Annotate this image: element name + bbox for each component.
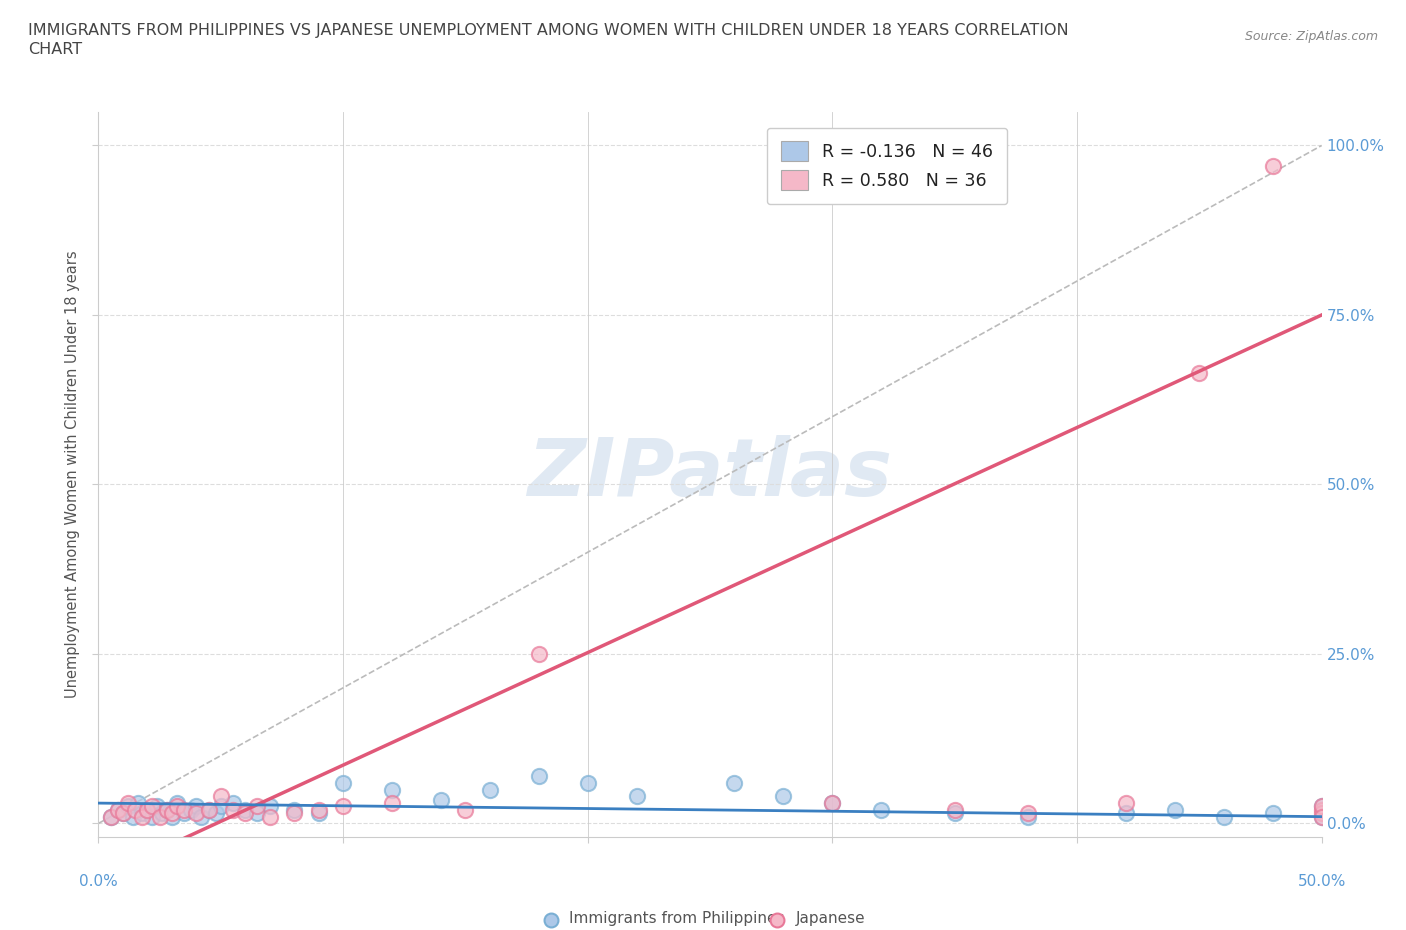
Point — [1310, 809, 1333, 824]
Point — [1310, 805, 1333, 820]
Point — [107, 803, 129, 817]
Point — [1310, 803, 1333, 817]
Point — [100, 809, 122, 824]
Point — [478, 782, 501, 797]
Point — [205, 805, 228, 820]
Point — [100, 809, 122, 824]
Point — [1310, 799, 1333, 814]
Point — [107, 803, 129, 817]
Text: ZIPatlas: ZIPatlas — [527, 435, 893, 513]
Point — [772, 789, 794, 804]
Point — [821, 796, 844, 811]
Point — [1261, 158, 1284, 173]
Point — [141, 809, 163, 824]
Y-axis label: Unemployment Among Women with Children Under 18 years: Unemployment Among Women with Children U… — [65, 250, 80, 698]
Point — [246, 799, 269, 814]
Point — [131, 809, 153, 824]
Point — [332, 776, 354, 790]
Point — [160, 809, 183, 824]
Point — [246, 805, 269, 820]
Point — [136, 803, 159, 817]
Point — [127, 796, 149, 811]
Text: Japanese: Japanese — [796, 910, 865, 925]
Point — [209, 789, 232, 804]
Point — [156, 803, 179, 817]
Point — [111, 805, 134, 820]
Point — [111, 805, 134, 820]
Point — [1310, 809, 1333, 824]
Point — [180, 803, 202, 817]
Point — [131, 805, 153, 820]
Point — [186, 805, 208, 820]
Point — [1188, 365, 1211, 380]
Point — [576, 776, 599, 790]
Point — [233, 805, 256, 820]
Point — [527, 646, 550, 661]
Point — [821, 796, 844, 811]
Point — [259, 799, 281, 814]
Text: IMMIGRANTS FROM PHILIPPINES VS JAPANESE UNEMPLOYMENT AMONG WOMEN WITH CHILDREN U: IMMIGRANTS FROM PHILIPPINES VS JAPANESE … — [28, 23, 1069, 38]
Point — [283, 803, 305, 817]
Point — [1310, 799, 1333, 814]
Text: 50.0%: 50.0% — [1298, 874, 1346, 889]
Point — [117, 796, 139, 811]
Point — [197, 803, 219, 817]
Legend: R = -0.136   N = 46, R = 0.580   N = 36: R = -0.136 N = 46, R = 0.580 N = 36 — [766, 127, 1007, 204]
Point — [141, 799, 163, 814]
Text: CHART: CHART — [28, 42, 82, 57]
Point — [222, 796, 245, 811]
Text: Immigrants from Philippines: Immigrants from Philippines — [569, 910, 785, 925]
Point — [1115, 796, 1137, 811]
Point — [1017, 809, 1039, 824]
Point — [166, 796, 188, 811]
Point — [233, 803, 256, 817]
Point — [943, 805, 966, 820]
Point — [190, 809, 212, 824]
Point — [146, 799, 169, 814]
Point — [308, 805, 330, 820]
Point — [173, 803, 195, 817]
Point — [430, 792, 453, 807]
Point — [156, 803, 179, 817]
Point — [943, 803, 966, 817]
Point — [308, 803, 330, 817]
Point — [117, 799, 139, 814]
Text: Source: ZipAtlas.com: Source: ZipAtlas.com — [1244, 30, 1378, 43]
Point — [454, 803, 477, 817]
Point — [1115, 805, 1137, 820]
Point — [136, 803, 159, 817]
Point — [381, 796, 404, 811]
Point — [209, 799, 232, 814]
Point — [993, 894, 1015, 909]
Point — [283, 805, 305, 820]
Point — [197, 803, 219, 817]
Point — [124, 803, 146, 817]
Point — [160, 805, 183, 820]
Point — [149, 809, 172, 824]
Text: 0.0%: 0.0% — [79, 874, 118, 889]
Point — [222, 803, 245, 817]
Point — [259, 809, 281, 824]
Point — [723, 776, 745, 790]
Point — [381, 782, 404, 797]
Point — [1017, 805, 1039, 820]
Point — [332, 799, 354, 814]
Point — [173, 805, 195, 820]
Point — [1164, 803, 1187, 817]
Point — [186, 799, 208, 814]
Point — [1261, 805, 1284, 820]
Point — [626, 789, 648, 804]
Point — [150, 805, 173, 820]
Point — [121, 809, 143, 824]
Point — [527, 768, 550, 783]
Point — [166, 799, 188, 814]
Point — [1212, 809, 1234, 824]
Point — [870, 803, 893, 817]
